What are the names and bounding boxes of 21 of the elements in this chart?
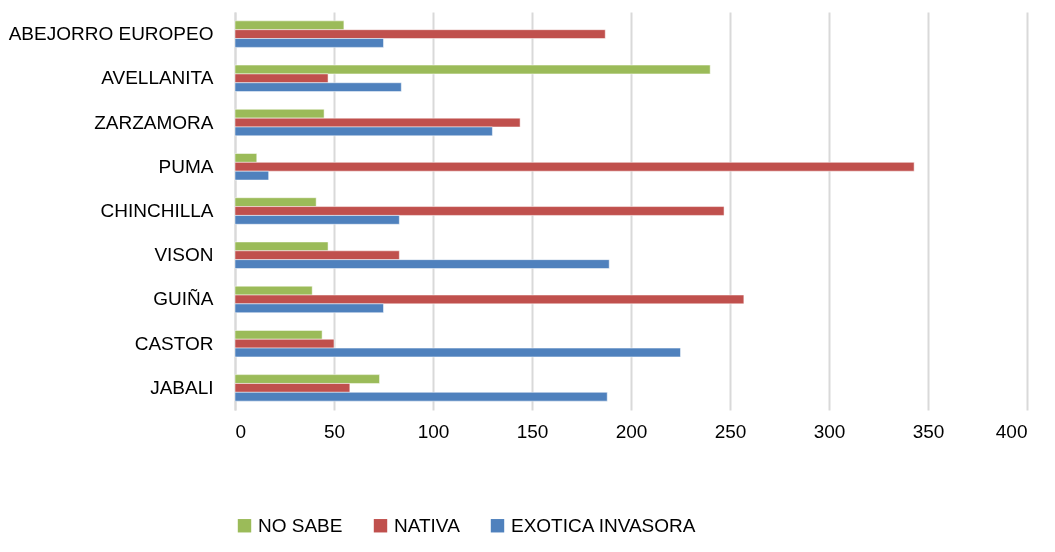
legend-label: NO SABE bbox=[258, 514, 343, 536]
x-tick-label: 400 bbox=[995, 420, 1028, 442]
y-tick-label: PUMA bbox=[158, 155, 214, 177]
y-tick-label: ZARZAMORA bbox=[94, 111, 214, 133]
x-tick-label: 250 bbox=[714, 420, 747, 442]
y-tick-label: VISON bbox=[154, 244, 214, 266]
legend-label: NATIVA bbox=[394, 514, 461, 536]
x-tick-label: 350 bbox=[912, 420, 945, 442]
legend-label: EXOTICA INVASORA bbox=[511, 514, 696, 536]
y-tick-label: CHINCHILLA bbox=[100, 200, 214, 221]
x-tick-label: 50 bbox=[323, 420, 346, 442]
x-tick-label: 150 bbox=[516, 420, 549, 442]
y-tick-label: AVELLANITA bbox=[101, 67, 214, 89]
y-tick-label: GUIÑA bbox=[153, 288, 214, 310]
x-tick-label: 0 bbox=[235, 420, 247, 442]
y-tick-label: CASTOR bbox=[134, 332, 214, 354]
x-tick-label: 300 bbox=[813, 420, 846, 442]
x-tick-label: 200 bbox=[615, 420, 648, 442]
y-tick-label: ABEJORRO EUROPEO bbox=[8, 23, 214, 45]
y-tick-label: JABALI bbox=[150, 376, 214, 398]
x-tick-label: 100 bbox=[417, 420, 450, 442]
